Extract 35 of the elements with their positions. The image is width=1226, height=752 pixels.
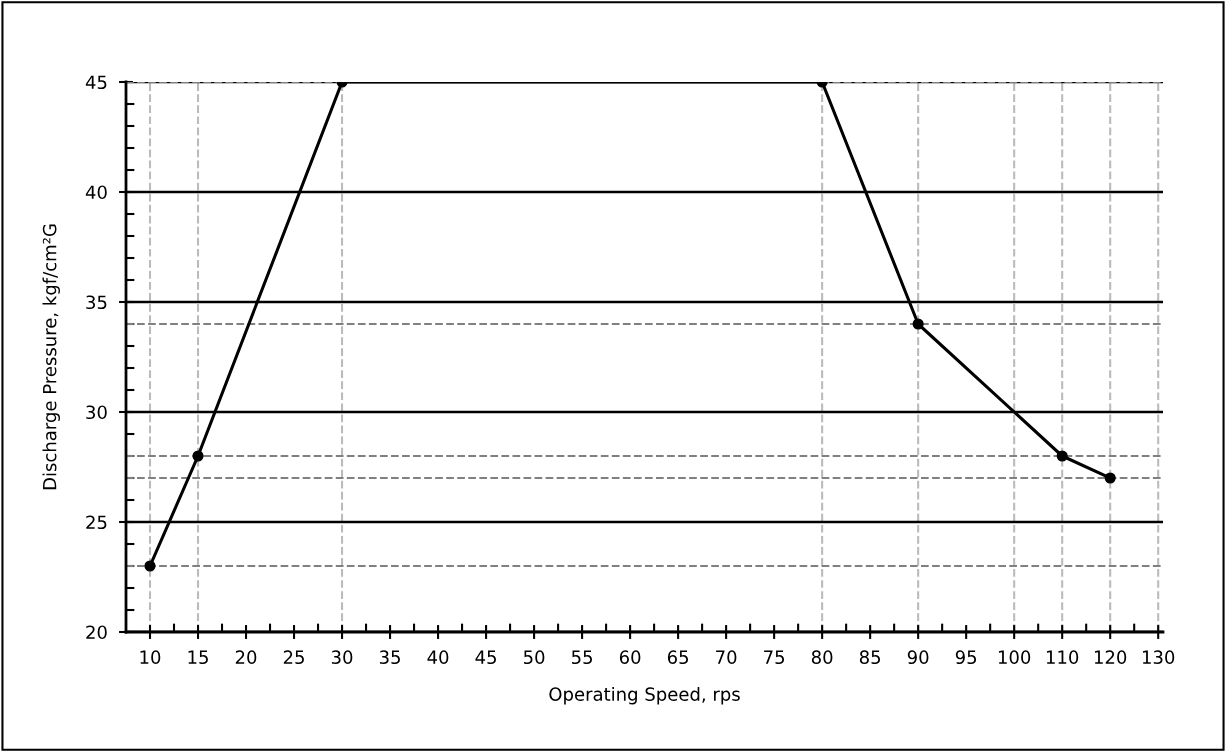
x-tick-label: 30 [331,650,353,665]
point [1104,472,1116,484]
y-tick-label: 40 [85,185,107,200]
x-tick-label: 45 [475,650,496,665]
x-tick-label: 80 [811,650,833,665]
x-tick-label: 25 [283,650,304,665]
x-tick-label: 90 [907,650,929,665]
x-tick-label: 65 [667,650,689,665]
y-axis-title: Discharge Pressure, kgf/cm²G [42,224,60,490]
x-tick-label: 10 [140,650,161,665]
x-tick-label: 15 [188,650,208,665]
point [192,450,204,462]
x-tick-label: 110 [1046,650,1079,665]
x-tick-label: 20 [235,650,257,665]
y-tick-label: 25 [86,515,107,530]
x-tick-label: 50 [523,650,545,665]
x-tick-label: 35 [379,650,400,665]
x-tick-label: 70 [716,650,737,665]
y-tick-label: 45 [85,75,107,90]
point [144,560,156,572]
y-tick-label: 30 [86,405,107,420]
x-tick-label: 130 [1142,650,1175,665]
point [1056,450,1068,462]
x-tick-label: 60 [619,650,641,665]
x-tick-label: 85 [859,650,881,665]
x-tick-label: 120 [1094,650,1127,665]
y-tick-label: 20 [86,625,107,640]
x-tick-label: 95 [955,650,977,665]
x-axis-title: Operating Speed, rps [549,686,740,705]
x-tick-label: 75 [764,650,785,665]
x-tick-label: 40 [427,650,449,665]
y-tick-label: 35 [86,295,107,310]
x-tick-label: 100 [998,650,1031,665]
x-tick-label: 55 [571,650,592,665]
point [912,318,924,330]
